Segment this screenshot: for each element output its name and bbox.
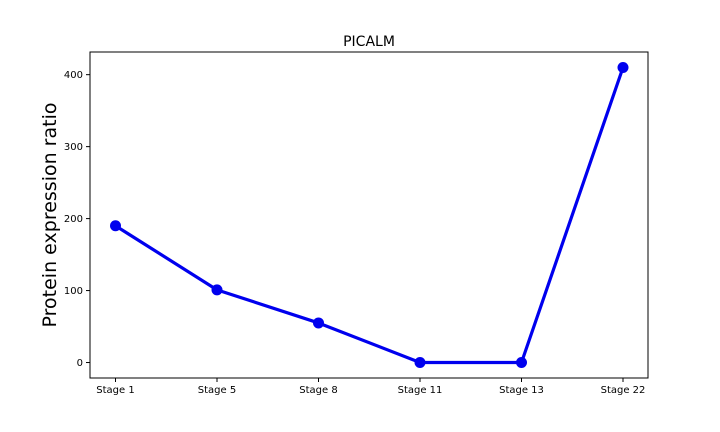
data-point [516, 357, 527, 369]
y-axis-label: Protein expression ratio [39, 103, 61, 328]
data-point [617, 61, 629, 73]
x-tick-label: Stage 5 [198, 385, 236, 396]
x-tick-label: Stage 11 [398, 385, 443, 396]
y-tick-label: 200 [64, 214, 83, 225]
y-tick-label: 400 [64, 70, 83, 81]
x-tick-label: Stage 8 [299, 385, 337, 396]
x-axis: Stage 1 Stage 5 Stage 8 Stage 11 Stage 13 Sta… [96, 378, 645, 396]
y-tick-label: 0 [77, 358, 83, 369]
x-tick-label: Stage 22 [601, 385, 646, 396]
data-point [211, 284, 223, 296]
y-tick-label: 300 [64, 142, 83, 153]
x-tick-label: Stage 13 [499, 385, 544, 396]
data-point [110, 220, 121, 232]
y-axis: 0 100 200 300 400 [64, 70, 90, 369]
y-tick-label: 100 [64, 286, 83, 297]
x-tick-label: Stage 1 [96, 385, 134, 396]
series-group [110, 61, 629, 369]
data-point [313, 317, 324, 329]
series-line [114, 66, 625, 365]
data-point [414, 357, 426, 369]
chart-title: PICALM [343, 34, 395, 50]
plot-frame [89, 51, 649, 379]
